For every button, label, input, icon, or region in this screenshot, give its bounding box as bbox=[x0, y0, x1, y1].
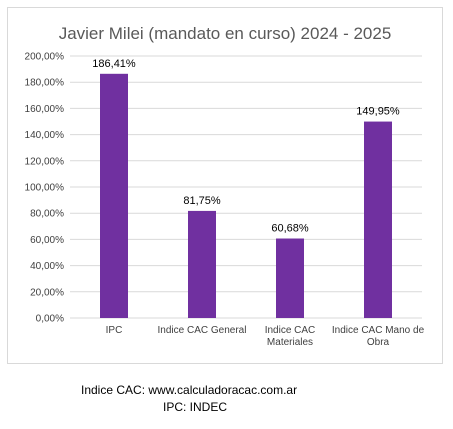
y-tick-label: 140,00% bbox=[25, 130, 65, 141]
x-tick-label: Indice CAC bbox=[265, 325, 316, 336]
x-tick-label: Obra bbox=[367, 337, 390, 348]
y-tick-label: 20,00% bbox=[30, 287, 64, 298]
bar bbox=[188, 210, 216, 318]
source-note-cac: Indice CAC: www.calculadoracac.com.ar bbox=[81, 383, 298, 397]
gridlines bbox=[70, 55, 422, 319]
x-tick-label: IPC bbox=[106, 325, 123, 336]
data-label: 149,95% bbox=[356, 106, 400, 118]
bar bbox=[276, 238, 304, 318]
y-tick-label: 0,00% bbox=[36, 314, 64, 325]
y-tick-label: 100,00% bbox=[25, 183, 65, 194]
x-tick-label: Materiales bbox=[267, 337, 313, 348]
y-tick-label: 180,00% bbox=[25, 78, 65, 89]
bar bbox=[364, 121, 392, 319]
data-label: 186,41% bbox=[92, 58, 136, 70]
x-tick-label: Indice CAC Mano de bbox=[332, 325, 425, 336]
y-tick-label: 120,00% bbox=[25, 156, 65, 167]
data-label: 60,68% bbox=[271, 223, 309, 235]
y-tick-label: 40,00% bbox=[30, 261, 64, 272]
y-tick-label: 200,00% bbox=[25, 52, 65, 63]
y-axis: 0,00% 20,00% 40,00% 60,00% 80,00% 100,00% 120,… bbox=[25, 52, 65, 325]
chart-title: Javier Milei (mandato en curso) 2024 - 2… bbox=[59, 24, 392, 43]
y-tick-label: 160,00% bbox=[25, 104, 65, 115]
y-tick-label: 80,00% bbox=[30, 209, 64, 220]
x-axis: IPC Indice CAC General Indice CACMateriale… bbox=[106, 325, 425, 348]
y-tick-label: 60,00% bbox=[30, 235, 64, 246]
data-labels: 186,41% 81,75% 60,68% 149,95% bbox=[92, 58, 400, 235]
x-tick-label: Indice CAC General bbox=[158, 325, 247, 336]
data-label: 81,75% bbox=[183, 195, 221, 207]
bar-chart: Javier Milei (mandato en curso) 2024 - 2… bbox=[25, 24, 425, 348]
source-note-ipc: IPC: INDEC bbox=[163, 400, 228, 414]
bars bbox=[100, 73, 392, 319]
bar bbox=[100, 73, 128, 318]
